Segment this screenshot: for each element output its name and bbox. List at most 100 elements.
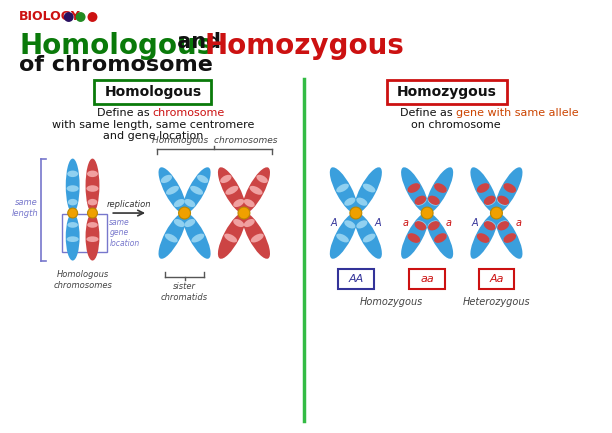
Ellipse shape: [174, 219, 185, 227]
Ellipse shape: [425, 167, 453, 213]
Circle shape: [350, 207, 362, 219]
Ellipse shape: [401, 167, 429, 213]
Text: and: and: [170, 32, 228, 52]
Ellipse shape: [190, 186, 203, 195]
Ellipse shape: [434, 234, 447, 242]
Ellipse shape: [159, 213, 187, 259]
Ellipse shape: [356, 220, 367, 229]
Ellipse shape: [65, 213, 80, 261]
Ellipse shape: [363, 234, 375, 242]
Ellipse shape: [256, 175, 268, 183]
Circle shape: [421, 207, 433, 219]
FancyBboxPatch shape: [94, 81, 211, 104]
Ellipse shape: [408, 234, 420, 242]
Ellipse shape: [86, 213, 99, 261]
Ellipse shape: [428, 197, 439, 206]
Text: A: A: [330, 218, 337, 228]
Circle shape: [490, 207, 502, 219]
Ellipse shape: [408, 183, 420, 193]
Ellipse shape: [87, 171, 98, 177]
Ellipse shape: [494, 167, 523, 213]
Text: a: a: [446, 218, 452, 228]
Ellipse shape: [67, 185, 79, 192]
Ellipse shape: [356, 197, 367, 206]
Text: replication: replication: [107, 200, 151, 209]
Ellipse shape: [192, 233, 204, 242]
Text: Homologous  chromosomes: Homologous chromosomes: [152, 136, 277, 145]
Ellipse shape: [503, 183, 516, 193]
Ellipse shape: [218, 167, 246, 213]
Ellipse shape: [233, 199, 244, 207]
FancyBboxPatch shape: [479, 269, 514, 289]
Text: Define as: Define as: [400, 108, 456, 118]
Ellipse shape: [484, 196, 496, 205]
Text: with same length, same centromere: with same length, same centromere: [51, 120, 254, 130]
Ellipse shape: [408, 233, 420, 243]
Ellipse shape: [68, 199, 78, 205]
Text: A: A: [375, 218, 381, 228]
Ellipse shape: [477, 183, 490, 193]
Ellipse shape: [497, 197, 508, 206]
Text: a: a: [515, 218, 521, 228]
Ellipse shape: [336, 184, 349, 192]
Ellipse shape: [233, 219, 244, 227]
Ellipse shape: [86, 185, 99, 192]
Ellipse shape: [503, 233, 516, 243]
Ellipse shape: [471, 213, 498, 259]
Text: sister
chromatids: sister chromatids: [161, 282, 208, 302]
Ellipse shape: [174, 199, 185, 207]
Ellipse shape: [416, 197, 427, 206]
Text: BIOLOGY: BIOLOGY: [19, 10, 81, 23]
FancyBboxPatch shape: [409, 269, 445, 289]
Circle shape: [179, 207, 190, 219]
Ellipse shape: [225, 186, 238, 195]
Ellipse shape: [416, 220, 427, 229]
Text: same
length: same length: [12, 198, 38, 218]
Ellipse shape: [485, 220, 496, 229]
Ellipse shape: [87, 222, 98, 228]
Text: AA: AA: [348, 275, 364, 284]
Ellipse shape: [477, 233, 490, 243]
Ellipse shape: [330, 167, 358, 213]
Ellipse shape: [166, 186, 179, 195]
Ellipse shape: [414, 221, 426, 230]
Ellipse shape: [414, 196, 426, 205]
Ellipse shape: [401, 213, 429, 259]
Text: Heterozygous: Heterozygous: [463, 297, 530, 307]
Ellipse shape: [161, 175, 172, 183]
Ellipse shape: [344, 197, 356, 206]
Text: Define as: Define as: [97, 108, 153, 118]
Ellipse shape: [251, 233, 264, 242]
Ellipse shape: [86, 236, 99, 242]
Text: same
gene
location: same gene location: [110, 218, 140, 248]
Text: of chromosome: of chromosome: [19, 55, 213, 74]
Text: Homologous: Homologous: [19, 32, 214, 60]
Ellipse shape: [250, 186, 263, 195]
Ellipse shape: [498, 221, 509, 230]
Ellipse shape: [494, 213, 523, 259]
Ellipse shape: [197, 175, 208, 183]
Ellipse shape: [65, 158, 80, 213]
Ellipse shape: [504, 184, 516, 192]
Ellipse shape: [220, 175, 231, 183]
Ellipse shape: [242, 213, 270, 259]
FancyBboxPatch shape: [387, 81, 507, 104]
Ellipse shape: [354, 213, 382, 259]
Ellipse shape: [471, 167, 498, 213]
Text: a: a: [402, 218, 408, 228]
Text: and gene location: and gene location: [103, 131, 203, 141]
Ellipse shape: [159, 167, 187, 213]
Ellipse shape: [428, 220, 439, 229]
FancyBboxPatch shape: [338, 269, 374, 289]
Circle shape: [68, 208, 78, 218]
Ellipse shape: [408, 184, 420, 192]
Text: aa: aa: [420, 275, 434, 284]
Ellipse shape: [165, 233, 177, 242]
Text: Homozygous: Homozygous: [397, 85, 497, 99]
Ellipse shape: [485, 197, 496, 206]
Ellipse shape: [425, 213, 453, 259]
Ellipse shape: [184, 219, 195, 227]
Ellipse shape: [244, 199, 255, 207]
Ellipse shape: [428, 196, 440, 205]
Ellipse shape: [354, 167, 382, 213]
